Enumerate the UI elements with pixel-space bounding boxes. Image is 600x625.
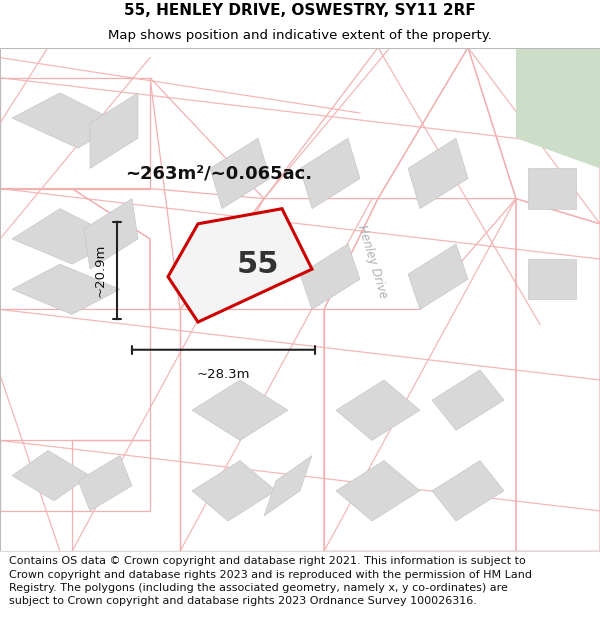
Polygon shape: [12, 451, 90, 501]
Polygon shape: [528, 259, 576, 299]
Text: Henley Drive: Henley Drive: [355, 223, 389, 300]
Polygon shape: [408, 138, 468, 209]
Polygon shape: [264, 456, 312, 516]
Polygon shape: [528, 168, 576, 209]
Text: Map shows position and indicative extent of the property.: Map shows position and indicative extent…: [108, 29, 492, 42]
Text: 55: 55: [237, 249, 279, 279]
Text: ~28.3m: ~28.3m: [197, 368, 250, 381]
Polygon shape: [300, 244, 360, 309]
Text: ~263m²/~0.065ac.: ~263m²/~0.065ac.: [125, 164, 313, 182]
Polygon shape: [210, 138, 270, 209]
Polygon shape: [300, 138, 360, 209]
Polygon shape: [168, 209, 312, 322]
Polygon shape: [432, 370, 504, 431]
Polygon shape: [90, 93, 138, 168]
Polygon shape: [12, 93, 120, 148]
Polygon shape: [336, 380, 420, 441]
Text: Contains OS data © Crown copyright and database right 2021. This information is : Contains OS data © Crown copyright and d…: [9, 556, 532, 606]
Polygon shape: [192, 461, 276, 521]
Polygon shape: [84, 199, 138, 269]
Polygon shape: [192, 380, 288, 441]
Text: ~20.9m: ~20.9m: [93, 244, 106, 297]
Polygon shape: [12, 209, 120, 264]
Polygon shape: [408, 244, 468, 309]
Polygon shape: [336, 461, 420, 521]
Polygon shape: [78, 456, 132, 511]
Polygon shape: [432, 461, 504, 521]
Polygon shape: [12, 264, 120, 314]
Text: 55, HENLEY DRIVE, OSWESTRY, SY11 2RF: 55, HENLEY DRIVE, OSWESTRY, SY11 2RF: [124, 3, 476, 18]
Polygon shape: [516, 48, 600, 168]
